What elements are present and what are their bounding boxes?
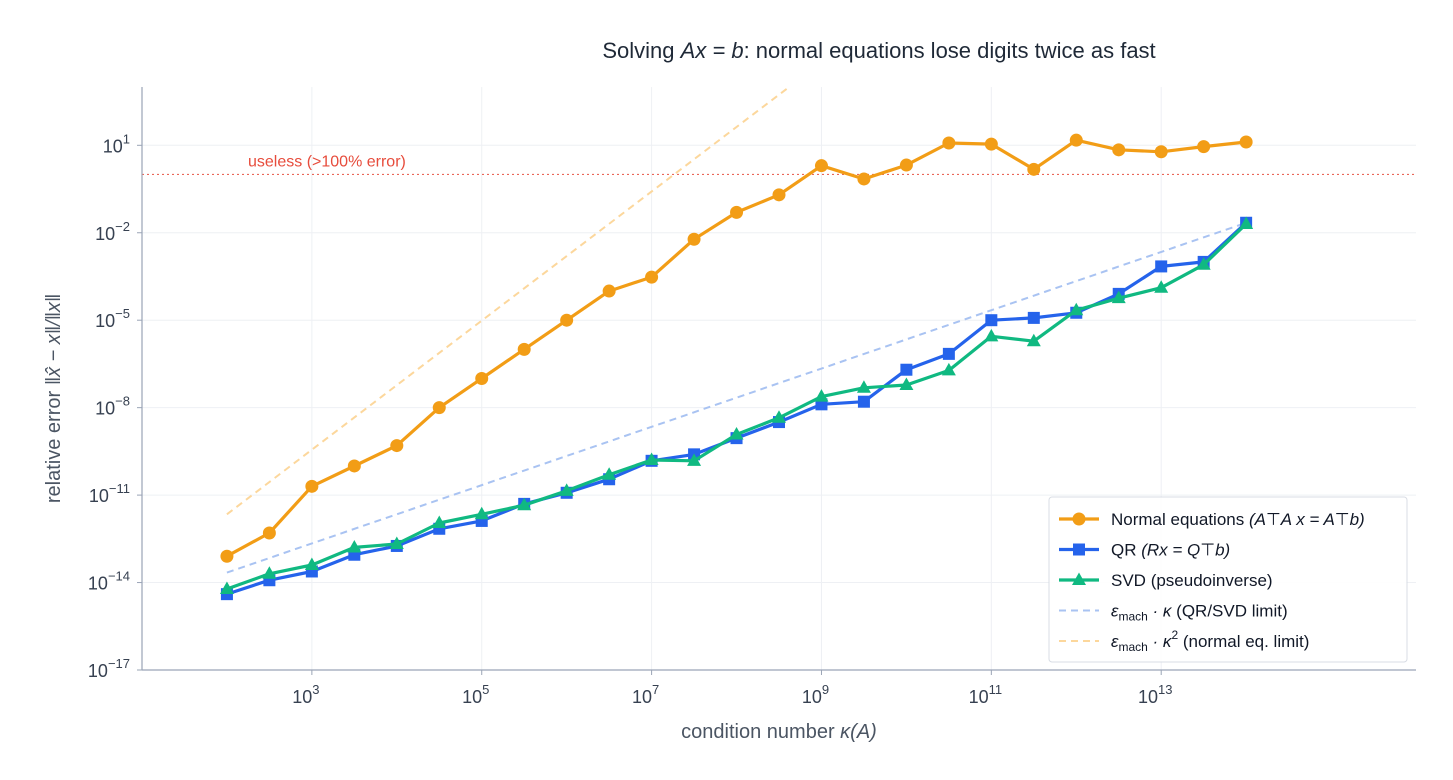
y-axis-label: relative error ‖x̂ − x‖/‖x‖ bbox=[43, 294, 65, 503]
series-1-point bbox=[1027, 311, 1040, 324]
series-0-point bbox=[1239, 135, 1253, 149]
series-0-point bbox=[1197, 140, 1211, 154]
legend-entry: Normal equations (A⊤A x = A⊤b) bbox=[1111, 510, 1365, 529]
series-2-point bbox=[687, 453, 702, 466]
y-tick-label: 10−14 bbox=[88, 569, 130, 594]
y-tick-label: 10−11 bbox=[89, 481, 130, 506]
x-tick-label: 105 bbox=[462, 682, 489, 707]
series-2-point bbox=[262, 566, 277, 579]
series-2-point bbox=[941, 362, 956, 376]
series-2-point bbox=[1196, 257, 1211, 270]
series-2-point bbox=[1026, 333, 1041, 347]
x-tick-label: 109 bbox=[802, 682, 829, 707]
useless-threshold-label: useless (>100% error) bbox=[248, 153, 406, 170]
legend-entry: QR (Rx = Q⊤b) bbox=[1111, 541, 1230, 560]
series-layer bbox=[219, 133, 1254, 601]
tick-labels: 103 105 107 109 1011 1013 101 10−2 10−5 10−8 10−11… bbox=[88, 131, 1173, 707]
series-2-point bbox=[559, 483, 574, 496]
series-0-point bbox=[517, 342, 531, 356]
series-1-point bbox=[1155, 260, 1168, 273]
x-tick-label: 1013 bbox=[1138, 682, 1173, 707]
series-1-point bbox=[857, 395, 870, 408]
series-2-point bbox=[1154, 280, 1169, 293]
series-0-point bbox=[262, 526, 276, 540]
series-0-point bbox=[645, 270, 659, 284]
series-0-point bbox=[305, 479, 319, 493]
annotations: useless (>100% error) bbox=[142, 153, 1416, 176]
series-2-point bbox=[856, 380, 871, 393]
series-2-point bbox=[432, 515, 447, 529]
series-0-point bbox=[687, 232, 701, 246]
series-0-point bbox=[390, 439, 404, 453]
series-0-point bbox=[942, 136, 956, 150]
series-0-point bbox=[814, 159, 828, 173]
series-2-point bbox=[219, 581, 234, 595]
legend-marker bbox=[1073, 543, 1085, 556]
series-0-point bbox=[1112, 143, 1126, 157]
x-tick-label: 103 bbox=[292, 682, 319, 707]
series-0-point bbox=[984, 137, 998, 151]
series-0-point bbox=[899, 158, 913, 172]
series-2-point bbox=[304, 557, 319, 570]
series-0-point bbox=[1069, 133, 1083, 147]
series-0-point bbox=[220, 549, 234, 563]
legend-entry: εmach · κ (QR/SVD limit) bbox=[1111, 602, 1288, 624]
series-2-point bbox=[644, 452, 659, 465]
series-2-point bbox=[1069, 302, 1084, 316]
x-axis-label: condition number κ(A) bbox=[681, 721, 877, 743]
series-2-point bbox=[729, 426, 744, 440]
series-2-point bbox=[1239, 216, 1254, 229]
series-0-point bbox=[560, 313, 574, 327]
series-2-point bbox=[899, 377, 914, 390]
series-0-point bbox=[347, 459, 361, 473]
legend-box bbox=[1048, 496, 1408, 663]
x-tick-label: 107 bbox=[632, 682, 659, 707]
series-2-point bbox=[347, 539, 362, 553]
series-2-point bbox=[602, 467, 617, 480]
series-0-line bbox=[226, 138, 1247, 558]
axis-labels: Solving Ax = b: normal equations lose di… bbox=[43, 38, 1156, 743]
series-2-point bbox=[389, 536, 404, 550]
legend-marker bbox=[1072, 572, 1086, 585]
x-tick-label: 1011 bbox=[969, 682, 1003, 707]
chart-title: Solving Ax = b: normal equations lose di… bbox=[602, 38, 1155, 63]
legend: Normal equations (A⊤A x = A⊤b) QR (Rx = Q… bbox=[1048, 496, 1408, 663]
series-2-point bbox=[474, 506, 489, 520]
series-1-point bbox=[985, 314, 998, 327]
series-0-point bbox=[475, 372, 489, 385]
series-0-point bbox=[730, 205, 744, 219]
legend-entry: εmach · κ2 (normal eq. limit) bbox=[1111, 628, 1309, 654]
legend-marker bbox=[1072, 512, 1086, 526]
axes bbox=[137, 87, 1416, 675]
series-2-point bbox=[984, 328, 999, 342]
y-tick-label: 101 bbox=[103, 131, 130, 156]
series-0-point bbox=[1027, 162, 1041, 176]
series-0-point bbox=[857, 172, 871, 186]
series-0-point bbox=[432, 401, 446, 415]
series-0-point bbox=[772, 188, 786, 202]
series-2-point bbox=[517, 497, 532, 511]
series-1-point bbox=[942, 347, 955, 360]
series-0-point bbox=[602, 284, 616, 298]
y-tick-label: 10−5 bbox=[95, 306, 130, 331]
series-2-point bbox=[814, 389, 829, 402]
y-tick-label: 10−2 bbox=[95, 219, 130, 244]
series-0-point bbox=[1154, 145, 1168, 159]
series-2-point bbox=[772, 410, 786, 423]
y-tick-label: 10−17 bbox=[88, 656, 130, 681]
series-2-point bbox=[1111, 290, 1126, 304]
y-tick-label: 10−8 bbox=[95, 394, 130, 419]
series-1-point bbox=[900, 363, 913, 376]
legend-entry: SVD (pseudoinverse) bbox=[1111, 571, 1273, 590]
